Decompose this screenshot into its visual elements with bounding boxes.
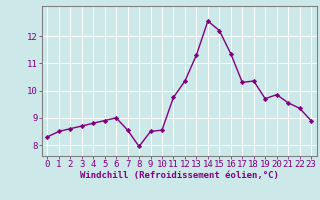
X-axis label: Windchill (Refroidissement éolien,°C): Windchill (Refroidissement éolien,°C) [80, 171, 279, 180]
